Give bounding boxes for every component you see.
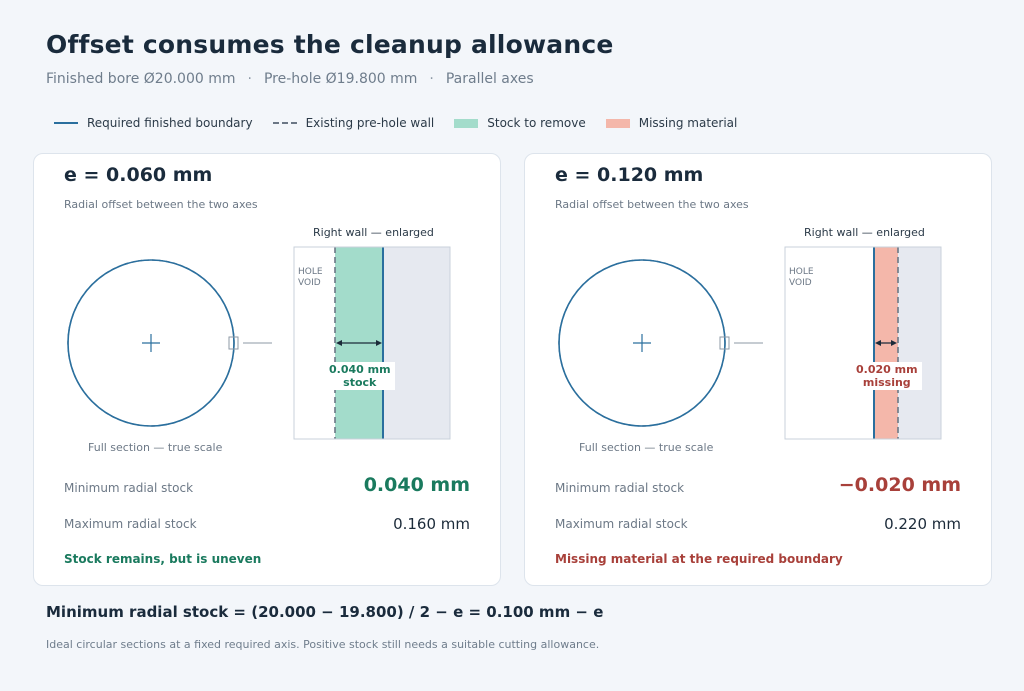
red-swatch-icon [605, 118, 630, 128]
max-stock-label: Maximum radial stock [64, 517, 197, 531]
hole-void-label-line: VOID [298, 278, 321, 288]
material-region [898, 247, 941, 439]
enlarged-frame-border [293, 246, 451, 440]
enlarged-frame-border [784, 246, 942, 440]
green-swatch-icon [454, 118, 479, 128]
arrow-head-right [376, 340, 382, 346]
dashed-line-icon [272, 122, 297, 124]
subtitle-separator: · [429, 71, 434, 87]
hole-void-label: HOLE VOID [789, 267, 829, 289]
enlarged-title: Right wall — enlarged [804, 226, 925, 239]
legend-item-stock: Stock to remove [454, 116, 586, 130]
callout-value: 0.020 mm [856, 363, 918, 376]
page-title: Offset consumes the cleanup allowance [46, 30, 614, 59]
callout-word: missing [862, 376, 911, 389]
enlarged-title: Right wall — enlarged [313, 226, 434, 239]
missing-callout: 0.020 mm missing [852, 362, 922, 390]
callout-value: 0.040 mm [329, 363, 391, 376]
subtitle-axes: Parallel axes [445, 71, 534, 87]
callout-word: stock [343, 376, 377, 389]
min-stock-label: Minimum radial stock [555, 481, 685, 495]
stock-callout: 0.040 mm stock [325, 362, 395, 390]
hole-void-label-line: VOID [789, 278, 812, 288]
min-stock-value: −0.020 mm [838, 474, 961, 496]
arrow-head-left [875, 340, 881, 346]
hole-void-label-line: HOLE [789, 267, 814, 277]
offset-card-large: e = 0.120 mm Radial offset between the t… [524, 153, 992, 586]
section-label: Full section — true scale [88, 441, 223, 454]
offset-description: Radial offset between the two axes [555, 198, 749, 211]
legend-item-prehole: Existing pre-hole wall [272, 116, 435, 130]
material-region [383, 247, 450, 439]
legend-label: Existing pre-hole wall [305, 116, 435, 130]
formula: Minimum radial stock = (20.000 − 19.800)… [46, 603, 604, 621]
hole-void-label-line: HOLE [298, 267, 323, 277]
status-text: Stock remains, but is uneven [64, 552, 262, 566]
section-diagram [558, 246, 942, 440]
arrow-head-left [336, 340, 342, 346]
offset-title: e = 0.060 mm [64, 164, 213, 186]
subtitle-prehole: Pre-hole Ø19.800 mm [263, 71, 418, 87]
offset-card-small: e = 0.060 mm Radial offset between the t… [33, 153, 501, 586]
legend: Required finished boundary Existing pre-… [54, 116, 757, 130]
zoom-marker [719, 336, 730, 350]
max-stock-value: 0.220 mm [884, 515, 961, 533]
max-stock-value: 0.160 mm [393, 515, 470, 533]
finished-boundary-circle [67, 259, 235, 427]
max-stock-label: Maximum radial stock [555, 517, 688, 531]
legend-label: Missing material [638, 116, 738, 130]
footnote: Ideal circular sections at a fixed requi… [46, 638, 600, 651]
section-label: Full section — true scale [579, 441, 714, 454]
solid-line-icon [54, 122, 78, 124]
min-stock-label: Minimum radial stock [64, 481, 194, 495]
page-subtitle: Finished bore Ø20.000 mm · Pre-hole Ø19.80… [46, 71, 534, 87]
zoom-marker [228, 336, 239, 350]
offset-title: e = 0.120 mm [555, 164, 704, 186]
legend-item-missing: Missing material [605, 116, 738, 130]
subtitle-separator: · [247, 71, 252, 87]
legend-label: Stock to remove [487, 116, 586, 130]
min-stock-value: 0.040 mm [363, 474, 470, 496]
arrow-head-right [891, 340, 897, 346]
subtitle-finished: Finished bore Ø20.000 mm [46, 71, 236, 87]
section-diagram [67, 246, 451, 440]
status-text: Missing material at the required boundar… [555, 552, 843, 566]
hole-void-label: HOLE VOID [298, 267, 338, 289]
legend-label: Required finished boundary [87, 116, 253, 130]
finished-boundary-circle [558, 259, 726, 427]
offset-description: Radial offset between the two axes [64, 198, 258, 211]
legend-item-boundary: Required finished boundary [54, 116, 253, 130]
